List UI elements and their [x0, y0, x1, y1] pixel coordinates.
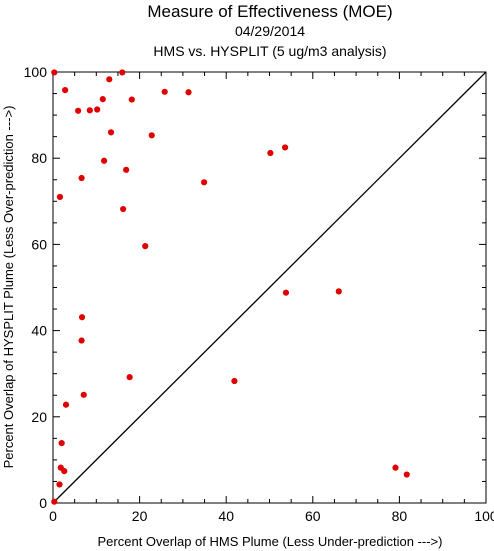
data-point: [126, 374, 133, 381]
y-tick-labels: 0 20 40 60 80 100: [24, 64, 48, 511]
x-tick-labels: 0 20 40 60 80 100: [49, 508, 494, 524]
data-point: [282, 289, 290, 296]
x-tick-label: 100: [474, 508, 494, 524]
data-point: [86, 107, 93, 114]
data-point: [100, 157, 108, 164]
y-tick-label: 60: [31, 236, 47, 252]
x-tick-label: 40: [218, 508, 234, 524]
x-tick-label: 60: [305, 508, 321, 524]
y-tick-label: 80: [31, 150, 47, 166]
data-point: [61, 468, 68, 475]
y-tick-label: 0: [39, 495, 47, 511]
data-point: [51, 498, 58, 505]
data-point: [123, 166, 130, 173]
data-point: [80, 391, 87, 398]
data-point: [62, 87, 69, 94]
chart-title: Measure of Effectiveness (MOE): [147, 2, 392, 21]
y-tick-label: 40: [31, 323, 47, 339]
data-point: [281, 144, 289, 151]
x-tick-label: 20: [132, 508, 148, 524]
data-point: [99, 96, 106, 103]
data-point: [185, 89, 192, 96]
data-point: [231, 377, 238, 385]
data-point: [128, 96, 135, 103]
data-point: [142, 243, 149, 250]
data-point: [403, 471, 410, 478]
data-point: [267, 149, 274, 157]
data-point: [62, 401, 70, 408]
data-point: [106, 76, 113, 83]
data-point: [75, 107, 82, 114]
x-tick-label: 80: [392, 508, 408, 524]
data-point: [56, 481, 63, 488]
chart-subtitle: 04/29/2014: [235, 23, 305, 39]
diagonal-reference-line: [52, 71, 487, 504]
x-axis-label: Percent Overlap of HMS Plume (Less Under…: [98, 534, 443, 549]
x-tick-label: 0: [49, 508, 57, 524]
data-point: [201, 179, 208, 186]
data-point: [78, 314, 86, 321]
data-point: [78, 337, 85, 344]
data-point: [56, 193, 64, 201]
data-point: [161, 88, 168, 95]
data-point: [119, 69, 126, 76]
data-point: [78, 174, 85, 182]
data-point: [392, 464, 399, 471]
data-point: [120, 205, 127, 213]
scatter-points: [51, 69, 410, 505]
data-point: [51, 69, 58, 76]
y-axis-label: Percent Overlap of HYSPLIT Plume (Less O…: [1, 106, 16, 469]
chart-subtitle-2: HMS vs. HYSPLIT (5 ug/m3 analysis): [153, 43, 386, 59]
data-point: [94, 106, 101, 113]
y-tick-label: 20: [31, 409, 47, 425]
data-point: [335, 288, 342, 295]
data-point: [107, 129, 115, 136]
data-point: [148, 132, 155, 139]
y-tick-label: 100: [24, 64, 48, 80]
data-point: [58, 439, 65, 447]
